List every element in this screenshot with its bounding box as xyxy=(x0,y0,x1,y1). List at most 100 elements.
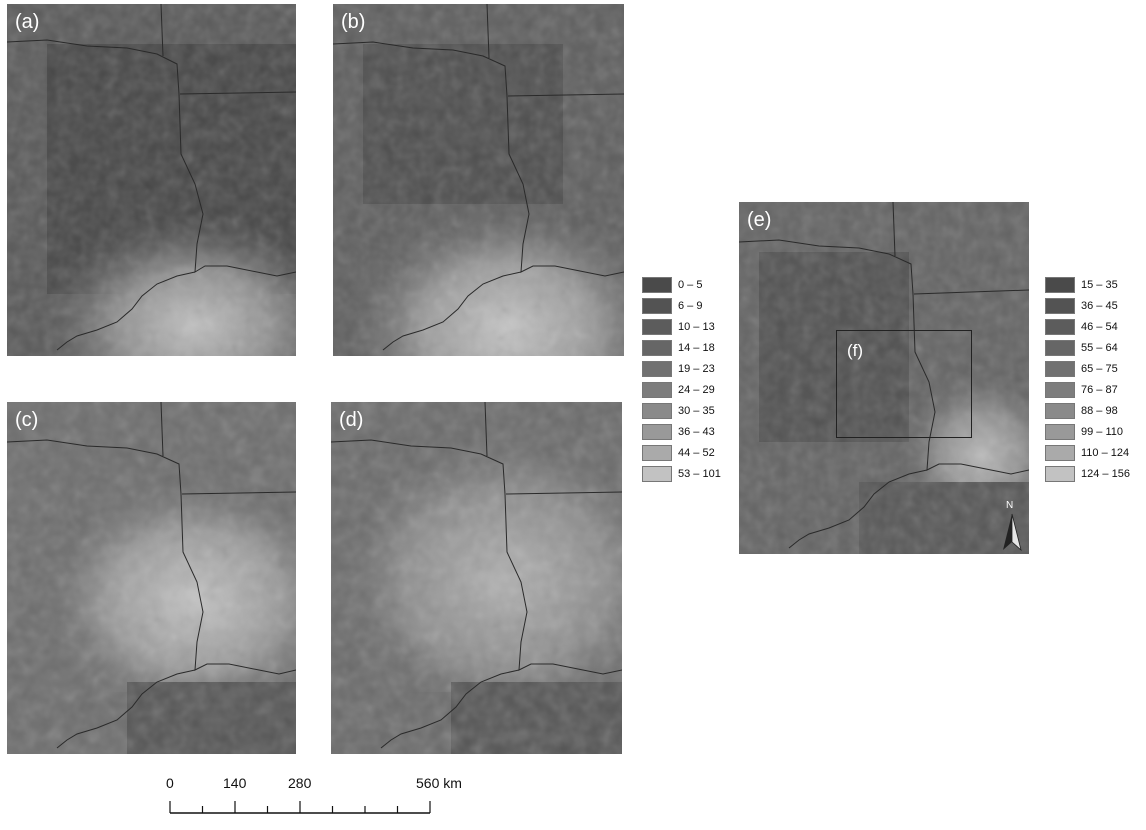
map-b-coastline xyxy=(382,271,522,351)
legend-left-swatch xyxy=(642,444,672,461)
legend-left-item: 30 – 35 xyxy=(642,400,721,421)
legend-left-range-label: 30 – 35 xyxy=(678,404,715,417)
north-arrow-icon xyxy=(1003,513,1022,552)
legend-right-swatch xyxy=(1045,360,1075,377)
legend-left-item: 6 – 9 xyxy=(642,295,721,316)
map-panel-b: (b) xyxy=(333,4,624,356)
map-b-texture xyxy=(333,4,624,356)
legend-right-swatch xyxy=(1045,318,1075,335)
scale-bar-tick-label: 140 xyxy=(223,775,247,791)
map-e-state-boundary-north xyxy=(892,202,896,257)
legend-right-range-label: 124 – 156 xyxy=(1081,467,1130,480)
map-e-state-boundary xyxy=(739,239,1029,475)
legend-left-swatch xyxy=(642,318,672,335)
legend-right-item: 99 – 110 xyxy=(1045,421,1130,442)
map-a-svg xyxy=(7,4,296,356)
map-b-state-boundary-north xyxy=(486,4,490,59)
legend-right-item: 88 – 98 xyxy=(1045,400,1130,421)
legend-left-swatch xyxy=(642,276,672,293)
legend-right-swatch xyxy=(1045,402,1075,419)
legend-left-item: 14 – 18 xyxy=(642,337,721,358)
map-panel-c: (c) xyxy=(7,402,296,754)
inset-box-f: (f) xyxy=(836,330,972,438)
map-c-state-boundary-north xyxy=(160,402,164,457)
legend-right-range-label: 15 – 35 xyxy=(1081,278,1118,291)
map-c-svg xyxy=(7,402,296,754)
legend-left-swatch xyxy=(642,339,672,356)
legend-right-swatch xyxy=(1045,276,1075,293)
scale-bar: 0 140 280 560 km xyxy=(160,775,462,825)
scale-bar-tick-label: 280 xyxy=(288,775,312,791)
legend-right-swatch xyxy=(1045,423,1075,440)
legend-left-swatch xyxy=(642,423,672,440)
legend-right-item: 65 – 75 xyxy=(1045,358,1130,379)
legend-right-range-label: 55 – 64 xyxy=(1081,341,1118,354)
legend-left-swatch xyxy=(642,465,672,482)
map-d-state-boundary-east xyxy=(505,491,622,495)
scale-bar-tick-label: 0 xyxy=(166,775,174,791)
map-d-state-boundary-north xyxy=(484,402,488,457)
map-b-state-boundary xyxy=(333,41,624,277)
legend-left-swatch xyxy=(642,360,672,377)
legend-left-range-label: 44 – 52 xyxy=(678,446,715,459)
map-d-svg xyxy=(331,402,622,754)
map-a-texture xyxy=(7,4,296,356)
legend-left-item: 0 – 5 xyxy=(642,274,721,295)
legend-right-swatch xyxy=(1045,297,1075,314)
legend-left-swatch xyxy=(642,402,672,419)
map-b-svg xyxy=(333,4,624,356)
legend-right-item: 36 – 45 xyxy=(1045,295,1130,316)
legend-left-item: 36 – 43 xyxy=(642,421,721,442)
legend-left-range-label: 14 – 18 xyxy=(678,341,715,354)
map-e-texture xyxy=(739,202,1029,554)
panel-label-b: (b) xyxy=(341,11,366,33)
legend-left-swatch xyxy=(642,297,672,314)
map-e-svg xyxy=(739,202,1029,554)
legend-left-swatch xyxy=(642,381,672,398)
legend-right-swatch xyxy=(1045,444,1075,461)
legend-left-items: 0 – 5 6 – 9 10 – 13 14 – 18 19 – 23 24 – 29 30… xyxy=(642,274,721,484)
map-panel-e: (e) (f) N xyxy=(739,202,1029,554)
legend-left: 0 – 5 6 – 9 10 – 13 14 – 18 19 – 23 24 – 29 30… xyxy=(642,274,721,484)
legend-right-item: 124 – 156 xyxy=(1045,463,1130,484)
legend-left-range-label: 0 – 5 xyxy=(678,278,703,291)
map-a-coastline xyxy=(56,271,196,351)
panel-label-c: (c) xyxy=(15,409,39,431)
legend-left-item: 53 – 101 xyxy=(642,463,721,484)
north-arrow: N xyxy=(1001,500,1023,552)
legend-right-range-label: 88 – 98 xyxy=(1081,404,1118,417)
legend-right-range-label: 46 – 54 xyxy=(1081,320,1118,333)
legend-right-item: 55 – 64 xyxy=(1045,337,1130,358)
legend-left-item: 44 – 52 xyxy=(642,442,721,463)
map-d-texture xyxy=(331,402,622,754)
panel-label-e: (e) xyxy=(747,209,772,231)
legend-right-swatch xyxy=(1045,465,1075,482)
legend-right-items: 15 – 35 36 – 45 46 – 54 55 – 64 65 – 75 76 – … xyxy=(1045,274,1130,484)
map-c-texture xyxy=(7,402,296,754)
legend-left-item: 19 – 23 xyxy=(642,358,721,379)
map-a-state-boundary xyxy=(7,39,296,277)
north-arrow-label: N xyxy=(1006,500,1014,511)
map-c-state-boundary xyxy=(7,439,296,675)
map-e-state-boundary-east xyxy=(913,289,1029,295)
legend-left-range-label: 10 – 13 xyxy=(678,320,715,333)
legend-left-item: 24 – 29 xyxy=(642,379,721,400)
legend-right-item: 15 – 35 xyxy=(1045,274,1130,295)
legend-right-swatch xyxy=(1045,381,1075,398)
panel-label-d: (d) xyxy=(339,409,364,431)
scale-bar-tick-label: 560 km xyxy=(416,775,462,791)
legend-right-range-label: 65 – 75 xyxy=(1081,362,1118,375)
map-d-state-boundary xyxy=(331,439,622,675)
inset-label-f: (f) xyxy=(847,341,864,360)
map-e-coastline xyxy=(788,469,928,549)
legend-left-item: 10 – 13 xyxy=(642,316,721,337)
legend-right-item: 110 – 124 xyxy=(1045,442,1130,463)
legend-right-range-label: 36 – 45 xyxy=(1081,299,1118,312)
legend-left-range-label: 36 – 43 xyxy=(678,425,715,438)
legend-left-range-label: 24 – 29 xyxy=(678,383,715,396)
map-c-coastline xyxy=(56,669,196,749)
legend-right-range-label: 110 – 124 xyxy=(1081,446,1130,459)
legend-right: 15 – 35 36 – 45 46 – 54 55 – 64 65 – 75 76 – … xyxy=(1045,274,1130,484)
map-panel-d: (d) xyxy=(331,402,622,754)
panel-label-a: (a) xyxy=(15,11,40,33)
